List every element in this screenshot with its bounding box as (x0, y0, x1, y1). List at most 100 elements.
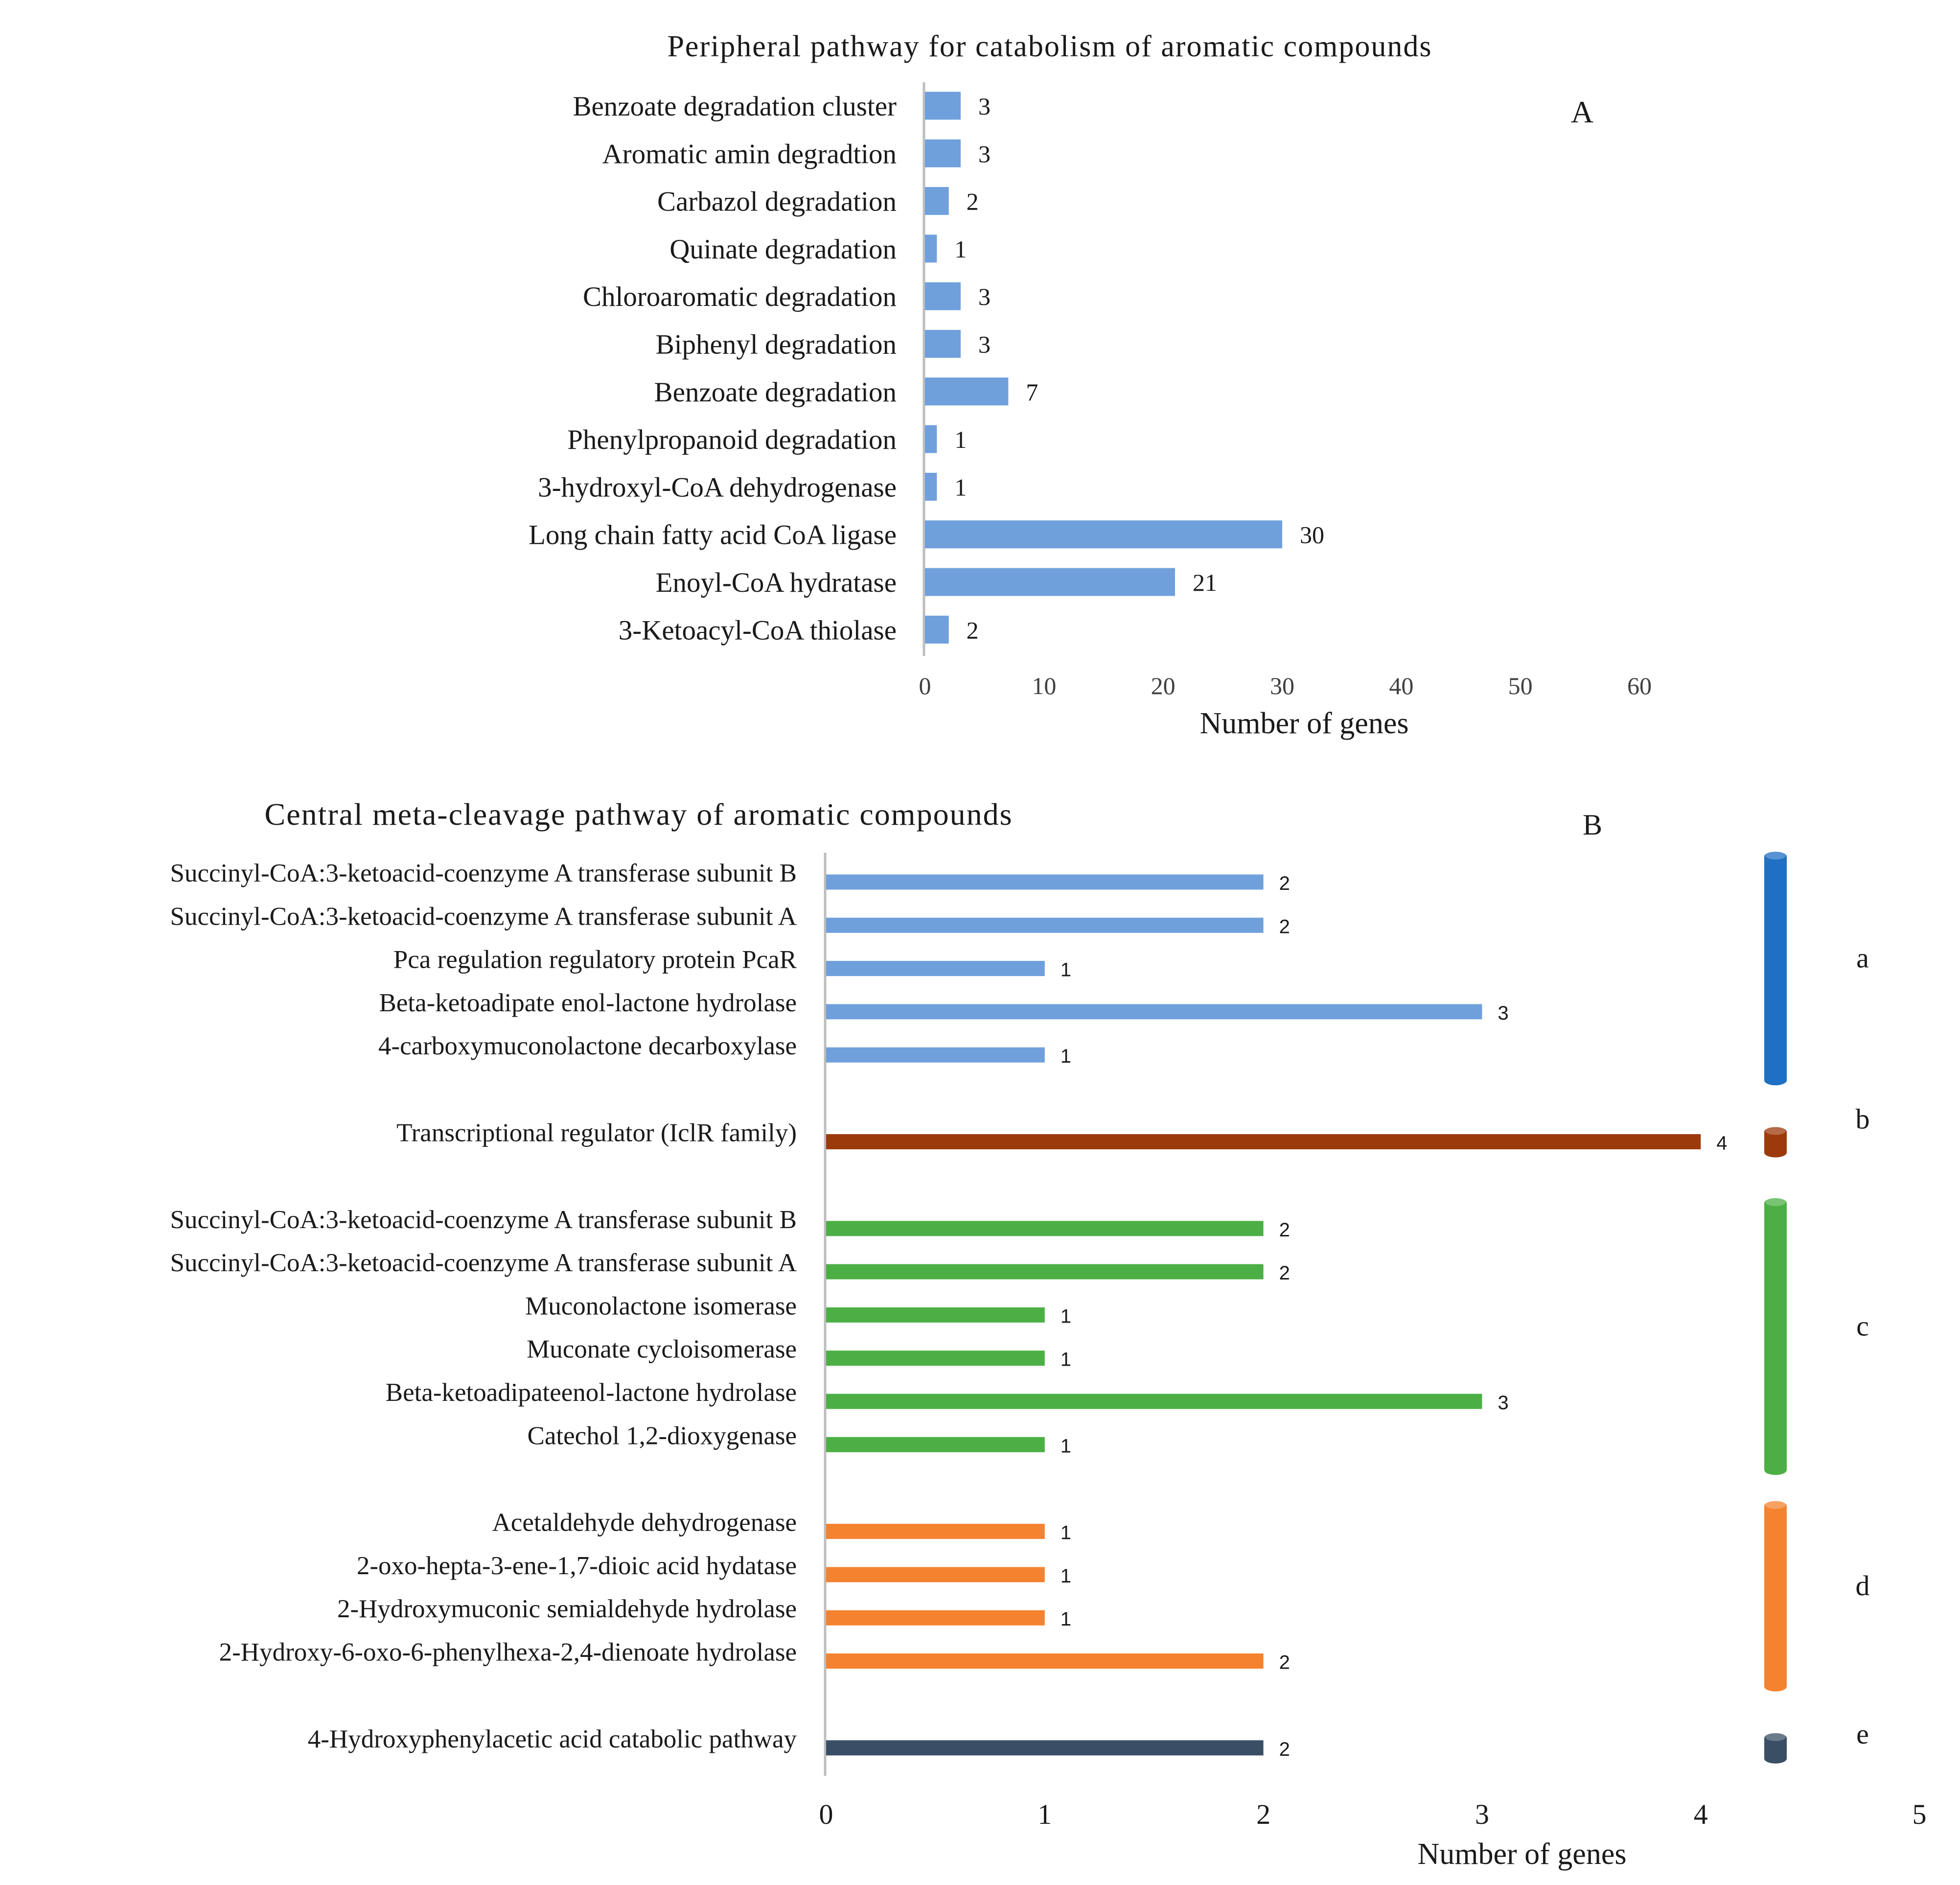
panel-b-value-label: 1 (1061, 1522, 1071, 1544)
panel-b-category-label: 4-carboxymuconolactone decarboxylase (378, 1032, 797, 1060)
panel-a-bar (925, 568, 1175, 596)
panel-b-bar (826, 1264, 1264, 1280)
panel-a-value-label: 2 (967, 188, 979, 215)
panel-b-x-tick-label: 2 (1256, 1798, 1270, 1830)
panel-b-chart: Central meta-cleavage pathway of aromati… (170, 797, 1927, 1871)
panel-a-chart: Peripheral pathway for catabolism of aro… (529, 30, 1652, 740)
panel-b-category-label: 2-oxo-hepta-3-ene-1,7-dioic acid hydatas… (357, 1552, 797, 1580)
panel-a-category-label: Long chain fatty acid CoA ligase (529, 520, 897, 551)
panel-a-x-tick-label: 60 (1627, 672, 1652, 699)
panel-b-legend-cylinder-body (1764, 1501, 1787, 1692)
panel-b-category-labels: Succinyl-CoA:3-ketoacid-coenzyme A trans… (170, 859, 797, 1753)
panel-b-category-label: Muconolactone isomerase (525, 1292, 797, 1320)
panel-b-legend-cylinder-body (1764, 1198, 1787, 1475)
panel-a-bar (925, 282, 961, 310)
panel-b-x-tick-labels: 0 1 2 3 4 5 (819, 1798, 1927, 1830)
panel-b-value-label: 2 (1279, 916, 1290, 937)
panel-a-category-label: Phenylpropanoid degradation (567, 424, 897, 455)
panel-a-value-label: 3 (978, 93, 991, 120)
panel-b-legend-marker-b (1764, 1127, 1787, 1158)
panel-a-bar (925, 330, 961, 358)
panel-b-legend-cylinder-top (1765, 1198, 1786, 1206)
panel-b-legend-cylinder-top (1765, 1127, 1786, 1135)
panel-a-x-tick-label: 10 (1032, 672, 1056, 699)
panel-b-legend-label: c (1856, 1310, 1869, 1342)
panel-b-category-label: Succinyl-CoA:3-ketoacid-coenzyme A trans… (170, 902, 797, 931)
panel-b-bar (826, 1653, 1264, 1669)
panel-b-category-label: Beta-ketoadipate enol-lactone hydrolase (379, 989, 797, 1017)
panel-a-bar (925, 520, 1282, 549)
panel-b-x-tick-label: 0 (819, 1798, 833, 1830)
panel-a-x-tick-label: 20 (1151, 672, 1176, 699)
panel-a-x-tick-label: 50 (1508, 672, 1533, 699)
panel-a-value-label: 3 (978, 140, 991, 167)
panel-a-category-label: Quinate degradation (669, 234, 897, 265)
panel-a-value-label: 2 (967, 616, 979, 644)
panel-b-value-label: 2 (1279, 1739, 1290, 1760)
panel-a-value-label: 1 (954, 473, 967, 501)
panel-b-legend-cylinder-body (1764, 1733, 1787, 1764)
panel-a-bar (925, 425, 937, 453)
panel-b-category-label: Acetaldehyde dehydrogenase (492, 1509, 797, 1537)
panel-b-bar (826, 1221, 1264, 1236)
panel-a-value-label: 3 (978, 331, 991, 358)
panel-b-value-label: 3 (1498, 1392, 1508, 1414)
panel-b-bar (826, 1307, 1045, 1323)
panel-b-value-label: 1 (1061, 959, 1071, 981)
panel-a-value-label: 3 (978, 283, 991, 310)
panel-b-legend-label: a (1856, 942, 1869, 974)
panel-b-category-label: Catechol 1,2-dioxygenase (528, 1421, 797, 1450)
panel-b-x-tick-label: 3 (1475, 1798, 1489, 1830)
panel-b-value-label: 1 (1061, 1046, 1071, 1067)
panel-b-legend-cylinder-body (1764, 1127, 1787, 1158)
panel-b-bar (826, 1134, 1701, 1149)
panel-b-category-label: Succinyl-CoA:3-ketoacid-coenzyme A trans… (170, 859, 797, 887)
panel-b-legend-cylinder-body (1764, 852, 1787, 1086)
panel-a-category-label: Benzoate degradation cluster (573, 91, 897, 122)
panel-b-bar (826, 961, 1045, 977)
panel-b-value-label: 2 (1279, 1219, 1290, 1241)
panel-a-label: A (1571, 94, 1593, 129)
panel-b-category-label: 4-Hydroxyphenylacetic acid catabolic pat… (308, 1725, 797, 1753)
panel-b-legend-marker-c (1764, 1198, 1787, 1475)
panel-a-x-tick-labels: 0 10 20 30 40 50 60 (919, 672, 1652, 699)
panel-a-value-label: 1 (954, 426, 967, 453)
panel-a-bar (925, 615, 949, 644)
panel-b-legend-marker-a (1764, 852, 1787, 1086)
panel-a-x-tick-label: 40 (1389, 672, 1413, 699)
panel-b-legend-cylinder-top (1765, 1501, 1786, 1509)
panel-a-bar (925, 187, 949, 215)
panel-b-legend-cylinder-top (1765, 1733, 1786, 1741)
panel-b-category-label: Succinyl-CoA:3-ketoacid-coenzyme A trans… (170, 1249, 797, 1277)
panel-a-value-label: 7 (1026, 378, 1038, 406)
panel-a-category-label: Chloroaromatic degradation (583, 281, 897, 312)
panel-a-category-label: 3-Ketoacyl-CoA thiolase (619, 615, 897, 646)
panel-a-category-label: Benzoate degradation (654, 377, 897, 408)
panel-b-value-label: 2 (1279, 1262, 1290, 1284)
panel-b-legend-marker-d (1764, 1501, 1787, 1692)
panel-b-value-labels: 2 2 1 3 1 4 2 2 1 1 3 1 1 1 1 2 2 (1061, 873, 1728, 1760)
panel-a-category-label: 3-hydroxyl-CoA dehydrogenase (538, 472, 897, 503)
panel-b-value-label: 3 (1498, 1002, 1508, 1024)
panel-b-category-label: 2-Hydroxy-6-oxo-6-phenylhexa-2,4-dienoat… (219, 1638, 797, 1667)
panel-b-bar (826, 1350, 1045, 1366)
panel-b-legend-label: e (1856, 1718, 1869, 1750)
panel-a-category-labels: Benzoate degradation cluster Aromatic ami… (529, 91, 897, 646)
panel-b-bar (826, 1610, 1045, 1626)
panel-b-bar (826, 1437, 1045, 1452)
panel-a-x-axis-label: Number of genes (1200, 707, 1409, 740)
panel-b-category-label: Beta-ketoadipateenol-lactone hydrolase (386, 1378, 797, 1407)
panel-b-bar (826, 1004, 1482, 1020)
panel-b-value-label: 2 (1279, 1652, 1290, 1674)
panel-a-bar (925, 377, 1009, 406)
panel-b-title: Central meta-cleavage pathway of aromati… (265, 797, 1013, 832)
panel-b-legend-label: b (1856, 1103, 1870, 1135)
panel-a-bar (925, 234, 937, 263)
panel-a-title: Peripheral pathway for catabolism of aro… (667, 30, 1432, 63)
panel-b-value-label: 1 (1061, 1435, 1071, 1457)
panel-a-category-label: Aromatic amin degradtion (602, 139, 897, 169)
panel-a-bars (925, 92, 1282, 644)
panel-b-category-label: 2-Hydroxymuconic semialdehyde hydrolase (337, 1595, 797, 1623)
panel-a-category-label: Biphenyl degradation (656, 329, 897, 360)
